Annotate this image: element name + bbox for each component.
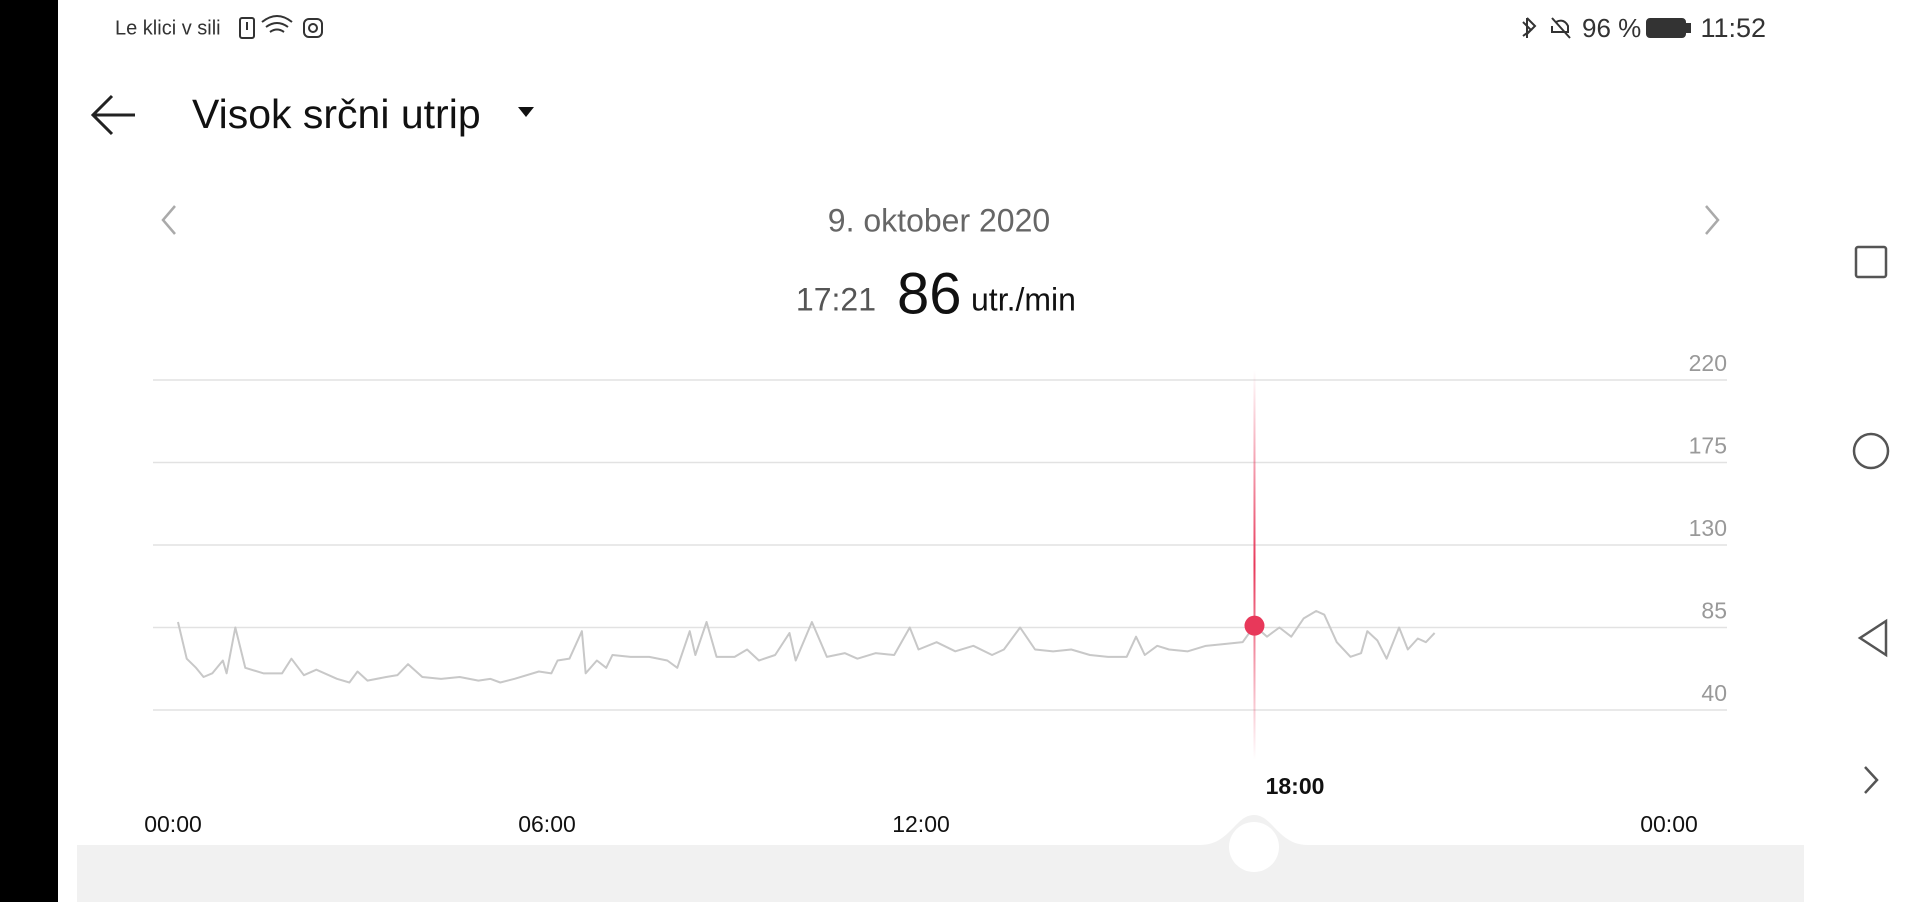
y-tick-label: 40 bbox=[1701, 680, 1727, 706]
left-edge bbox=[0, 0, 58, 902]
title-dropdown[interactable] bbox=[518, 107, 534, 117]
status-icons bbox=[239, 15, 1691, 39]
scrubber-knob[interactable] bbox=[1229, 822, 1279, 872]
x-tick-label: 12:00 bbox=[892, 811, 950, 837]
carrier: Le klici v sili bbox=[115, 17, 221, 39]
cursor-line bbox=[1253, 370, 1256, 760]
back-button[interactable] bbox=[90, 94, 135, 136]
x-tick-label: 00:00 bbox=[144, 811, 202, 837]
home-button[interactable] bbox=[1852, 432, 1890, 470]
y-tick-label: 85 bbox=[1701, 598, 1727, 624]
y-tick-label: 130 bbox=[1689, 515, 1727, 541]
y-tick-label: 175 bbox=[1689, 433, 1727, 459]
back-nav-button[interactable] bbox=[1857, 618, 1888, 658]
unit: utr./min bbox=[971, 281, 1076, 317]
hr-line bbox=[177, 610, 1436, 684]
x-tick-label: 06:00 bbox=[518, 811, 576, 837]
next-day[interactable] bbox=[1705, 205, 1720, 235]
selected-time: 17:21 bbox=[796, 281, 876, 317]
x-tick-label: 00:00 bbox=[1640, 811, 1698, 837]
selected-point bbox=[1244, 615, 1265, 636]
date: 9. oktober 2020 bbox=[828, 202, 1050, 238]
more-button[interactable] bbox=[1864, 766, 1879, 794]
selected-value: 86 bbox=[897, 261, 962, 326]
battery: 96 % bbox=[1582, 13, 1641, 43]
clock: 11:52 bbox=[1700, 13, 1766, 43]
prev-day[interactable] bbox=[161, 205, 176, 235]
nav-bar bbox=[1852, 245, 1890, 794]
cursor-tick-label: 18:00 bbox=[1266, 773, 1325, 799]
scrubber-track bbox=[77, 815, 1804, 902]
y-tick-label: 220 bbox=[1689, 350, 1727, 376]
recents-button[interactable] bbox=[1854, 245, 1888, 279]
page-title[interactable]: Visok srčni utrip bbox=[192, 91, 481, 137]
